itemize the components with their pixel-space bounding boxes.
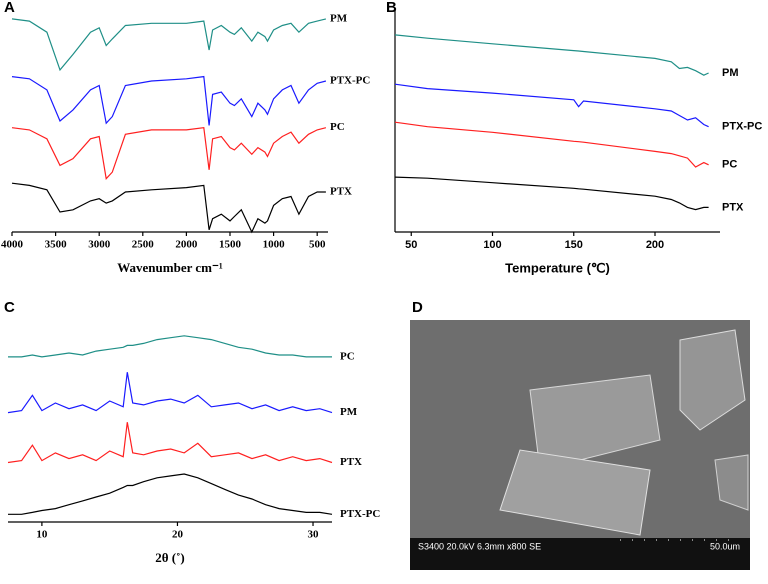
series-line	[8, 473, 333, 515]
panel-label: C	[4, 299, 15, 316]
series-line	[7, 372, 333, 414]
crystal	[679, 329, 746, 431]
series-label: PTX-PC	[330, 75, 370, 87]
series-line	[7, 422, 333, 464]
crystal	[714, 454, 749, 511]
series-label: PC	[330, 121, 345, 133]
x-tick-label: 1500	[219, 239, 242, 251]
series-label: PTX	[340, 456, 362, 468]
panel-label: A	[4, 0, 15, 16]
series-label: PTX-PC	[722, 121, 762, 133]
series-label: PC	[340, 350, 355, 362]
series-line	[394, 176, 709, 211]
panel-label: D	[412, 299, 423, 316]
series-label: PC	[722, 159, 737, 171]
x-tick-label: 500	[309, 239, 326, 251]
panel-label: B	[386, 0, 397, 16]
series-line	[394, 83, 709, 128]
x-tick-label: 2000	[175, 239, 198, 251]
x-tick-label: 20	[172, 529, 184, 541]
chart-panel: 10 20 30 2θ (˚) PC PM PTX PTX-PC	[7, 335, 380, 565]
series-label: PM	[330, 12, 348, 24]
crystal	[529, 374, 661, 471]
series-line	[394, 121, 709, 168]
series-label: PM	[722, 67, 739, 79]
x-axis-label: Wavenumber cm⁻¹	[117, 260, 223, 275]
sem-image: S3400 20.0kV 6.3mm x800 SE 50.0um	[410, 320, 750, 570]
x-tick-label: 10	[36, 529, 48, 541]
series-line	[11, 182, 326, 234]
x-tick-label: 150	[565, 239, 583, 251]
series-line	[394, 34, 709, 76]
chart-panel: 4000 3500 3000 2500 2000 1500 1000 500 Wavenumbe…	[1, 12, 370, 275]
series-line	[11, 75, 327, 126]
sem-scale: 50.0um	[710, 541, 740, 551]
series-label: PTX	[722, 201, 744, 213]
chart-panel: 50 100 150 200 Temperature (℃) PM PTX-PC PC PTX	[394, 8, 762, 275]
x-tick-label: 3500	[45, 239, 68, 251]
x-axis-label: 2θ (˚)	[155, 550, 185, 565]
x-tick-label: 100	[483, 239, 501, 251]
series-line	[11, 127, 327, 181]
crystal	[499, 449, 651, 536]
series-label: PTX	[330, 186, 352, 198]
series-label: PM	[340, 406, 358, 418]
sem-info: S3400 20.0kV 6.3mm x800 SE	[418, 541, 541, 551]
series-label: PTX-PC	[340, 508, 380, 520]
series-line	[8, 335, 332, 358]
x-tick-label: 3000	[88, 239, 111, 251]
x-tick-label: 200	[646, 239, 664, 251]
x-axis-label: Temperature (℃)	[505, 260, 610, 275]
x-tick-label: 30	[308, 529, 320, 541]
series-line	[11, 18, 327, 72]
info-bar	[410, 538, 750, 570]
x-tick-label: 2500	[132, 239, 155, 251]
x-tick-label: 50	[405, 239, 417, 251]
x-tick-label: 1000	[263, 239, 286, 251]
x-tick-label: 4000	[1, 239, 24, 251]
